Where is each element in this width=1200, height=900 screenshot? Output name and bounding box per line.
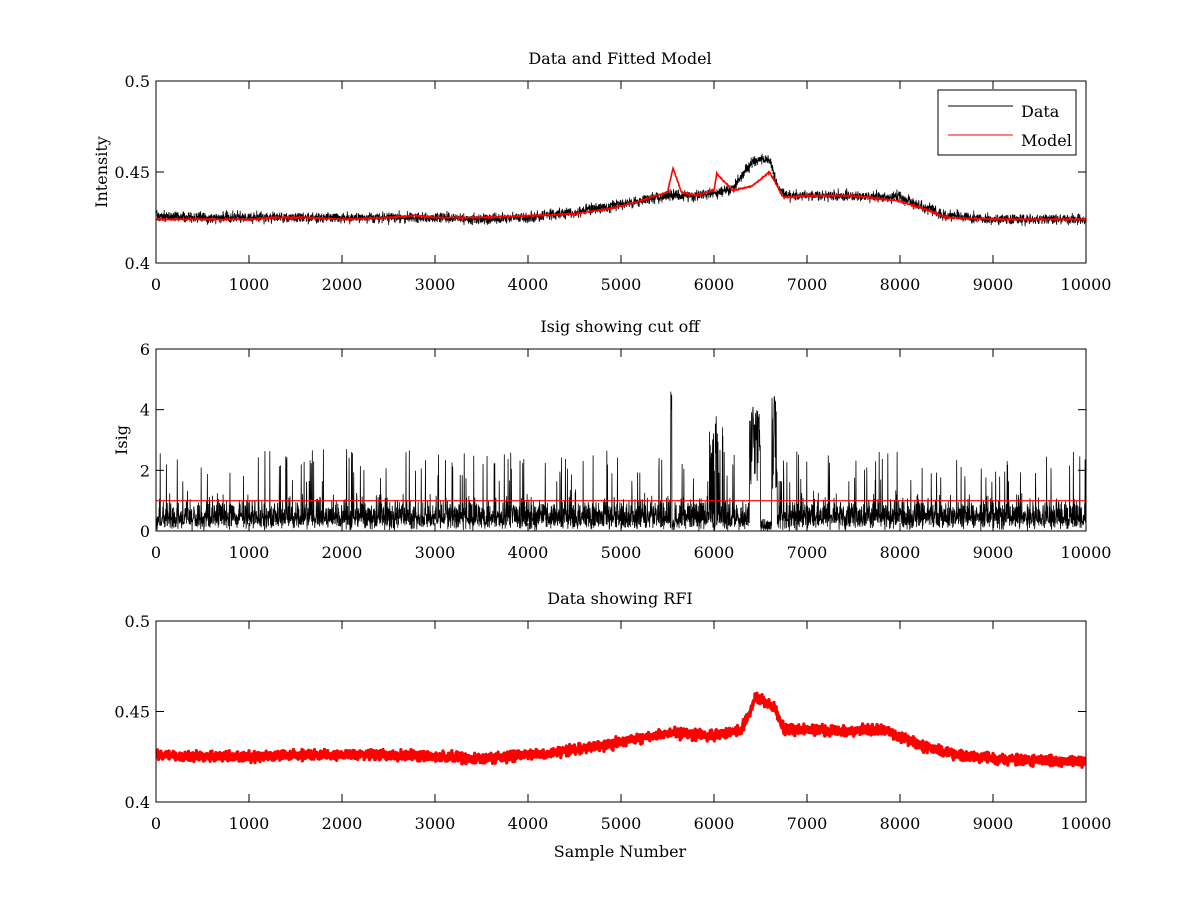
y-tick-label: 4 [140,401,150,420]
y-tick-label: 0 [140,522,150,541]
x-tick-label: 10000 [1061,543,1112,562]
x-tick-label: 8000 [880,543,921,562]
x-tick-label: 4000 [508,543,549,562]
axis-ticks: 0 1000 2000 3000 4000 5000 6000 7000 8000 9000 100… [114,612,1111,833]
y-tick-label: 0.5 [125,72,150,91]
y-tick-label: 0.45 [114,163,150,182]
legend-label-data: Data [1021,102,1060,121]
legend: Data Model [937,89,1077,156]
panel-title: Isig showing cut off [540,317,701,336]
x-tick-label: 5000 [601,275,642,294]
plot-area [156,153,1086,227]
y-tick-label: 0.4 [125,254,150,273]
x-tick-label: 1000 [229,543,270,562]
x-tick-label: 7000 [787,275,828,294]
x-tick-label: 5000 [601,543,642,562]
y-tick-label: 0.5 [125,612,150,631]
panel-isig-cutoff: Isig showing cut off Isig 0 1000 2000 3000 4… [112,317,1111,562]
y-tick-label: 2 [140,461,150,480]
x-tick-label: 10000 [1061,275,1112,294]
x-tick-label: 2000 [322,814,363,833]
x-tick-label: 0 [151,814,161,833]
x-tick-label: 0 [151,275,161,294]
series-model [156,165,1086,223]
x-axis-label: Sample Number [554,842,687,861]
panel-data-fitted-model: Data and Fitted Model Intensity 0 1000 200… [92,49,1111,294]
x-tick-label: 9000 [973,275,1014,294]
panel-title: Data showing RFI [547,589,692,608]
x-tick-label: 8000 [880,275,921,294]
x-tick-label: 3000 [415,275,456,294]
series-data [156,153,1086,227]
y-axis-label: Isig [112,425,131,455]
y-axis-label: Intensity [92,136,111,208]
plot-area [156,691,1086,769]
x-tick-label: 9000 [973,814,1014,833]
x-tick-label: 7000 [787,543,828,562]
x-tick-label: 0 [151,543,161,562]
x-tick-label: 6000 [694,275,735,294]
x-tick-label: 4000 [508,814,549,833]
series-signal [156,391,1086,531]
plot-area [156,391,1086,531]
x-tick-label: 1000 [229,275,270,294]
panel-data-rfi: Data showing RFI Sample Number 0 1000 2000… [114,589,1111,861]
x-tick-label: 6000 [694,814,735,833]
y-tick-label: 6 [140,340,150,359]
x-tick-label: 8000 [880,814,921,833]
x-tick-label: 5000 [601,814,642,833]
x-tick-label: 4000 [508,275,549,294]
legend-label-model: Model [1021,131,1072,150]
x-tick-label: 6000 [694,543,735,562]
x-tick-label: 7000 [787,814,828,833]
x-tick-label: 3000 [415,814,456,833]
axis-ticks: 0 1000 2000 3000 4000 5000 6000 7000 8000 9000 100… [140,340,1112,562]
y-tick-label: 0.45 [114,703,150,722]
series-signal [156,692,1086,768]
x-tick-label: 9000 [973,543,1014,562]
x-tick-label: 2000 [322,275,363,294]
legend-box [937,89,1077,156]
x-tick-label: 2000 [322,543,363,562]
x-tick-label: 3000 [415,543,456,562]
panel-title: Data and Fitted Model [528,49,711,68]
x-tick-label: 10000 [1061,814,1112,833]
x-tick-label: 1000 [229,814,270,833]
axis-ticks: 0 1000 2000 3000 4000 5000 6000 7000 8000 9000 100… [114,72,1111,294]
y-tick-label: 0.4 [125,793,150,812]
